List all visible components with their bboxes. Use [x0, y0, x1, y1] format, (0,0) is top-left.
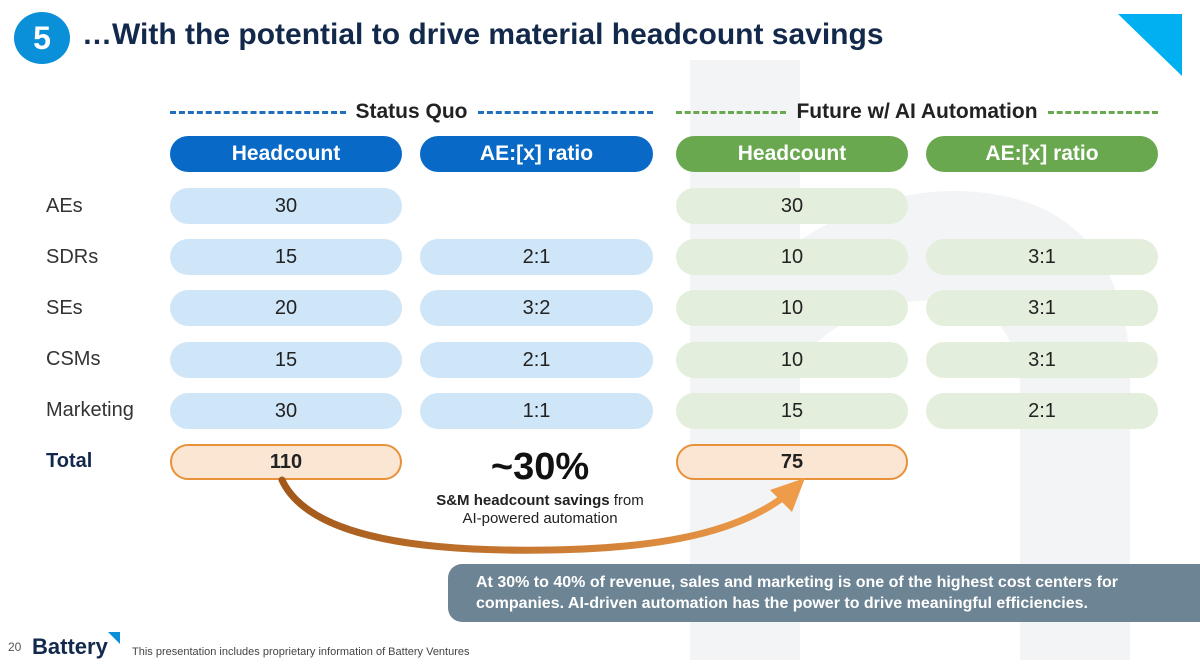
savings-arrow-icon — [278, 476, 805, 554]
cell-future-ratio-sdrs: 3:1 — [926, 239, 1158, 275]
cell-sq-headcount-marketing: 30 — [170, 393, 402, 429]
row-label-csms: CSMs — [46, 347, 101, 370]
savings-caption-rest: from — [609, 492, 644, 509]
row-label-total: Total — [46, 449, 93, 472]
column-header-sq-ratio: AE:[x] ratio — [420, 136, 653, 172]
cell-future-headcount-ses: 10 — [676, 290, 908, 326]
cell-sq-ratio-marketing: 1:1 — [420, 393, 653, 429]
status-quo-header: Status Quo — [170, 98, 654, 126]
cell-sq-headcount-sdrs: 15 — [170, 239, 402, 275]
slide-number: 5 — [33, 19, 51, 56]
cell-future-total: 75 — [676, 444, 908, 480]
savings-caption-line2: AI-powered automation — [462, 510, 618, 527]
cell-future-headcount-csms: 10 — [676, 342, 908, 378]
dashed-divider — [676, 110, 787, 114]
slide-number-badge: 5 — [14, 12, 70, 64]
battery-logo: Battery — [32, 634, 108, 659]
cell-sq-total: 110 — [170, 444, 402, 480]
cell-sq-ratio-ses: 3:2 — [420, 290, 653, 326]
row-label-ses: SEs — [46, 296, 83, 319]
cell-future-ratio-ses: 3:1 — [926, 290, 1158, 326]
page-number: 20 — [8, 640, 22, 654]
column-header-future-ratio: AE:[x] ratio — [926, 136, 1158, 172]
savings-caption-bold: S&M headcount savings — [436, 492, 610, 509]
savings-percent: ~30% — [490, 446, 590, 488]
column-header-future-headcount: Headcount — [676, 136, 908, 172]
cell-future-ratio-csms: 3:1 — [926, 342, 1158, 378]
column-header-sq-headcount: Headcount — [170, 136, 402, 172]
cell-sq-headcount-csms: 15 — [170, 342, 402, 378]
row-label-aes: AEs — [46, 194, 83, 217]
row-label-marketing: Marketing — [46, 398, 134, 421]
footer-disclaimer: This presentation includes proprietary i… — [132, 646, 470, 658]
cell-future-headcount-marketing: 15 — [676, 393, 908, 429]
dashed-divider — [477, 110, 654, 114]
corner-triangle-icon — [1118, 14, 1182, 76]
cell-sq-headcount-ses: 20 — [170, 290, 402, 326]
cell-future-headcount-sdrs: 10 — [676, 239, 908, 275]
callout-note: At 30% to 40% of revenue, sales and mark… — [448, 564, 1200, 622]
future-label: Future w/ AI Automation — [796, 100, 1038, 123]
cell-future-headcount-aes: 30 — [676, 188, 908, 224]
dashed-divider — [1047, 110, 1158, 114]
row-label-sdrs: SDRs — [46, 245, 99, 268]
cell-sq-ratio-sdrs: 2:1 — [420, 239, 653, 275]
future-header: Future w/ AI Automation — [676, 98, 1158, 126]
dashed-divider — [170, 110, 346, 114]
logo-mark-icon — [108, 632, 120, 644]
cell-future-ratio-marketing: 2:1 — [926, 393, 1158, 429]
savings-caption: S&M headcount savings from AI-powered au… — [400, 492, 680, 528]
slide-title: …With the potential to drive material he… — [82, 18, 884, 51]
status-quo-label: Status Quo — [355, 100, 468, 123]
cell-sq-ratio-csms: 2:1 — [420, 342, 653, 378]
cell-sq-headcount-aes: 30 — [170, 188, 402, 224]
